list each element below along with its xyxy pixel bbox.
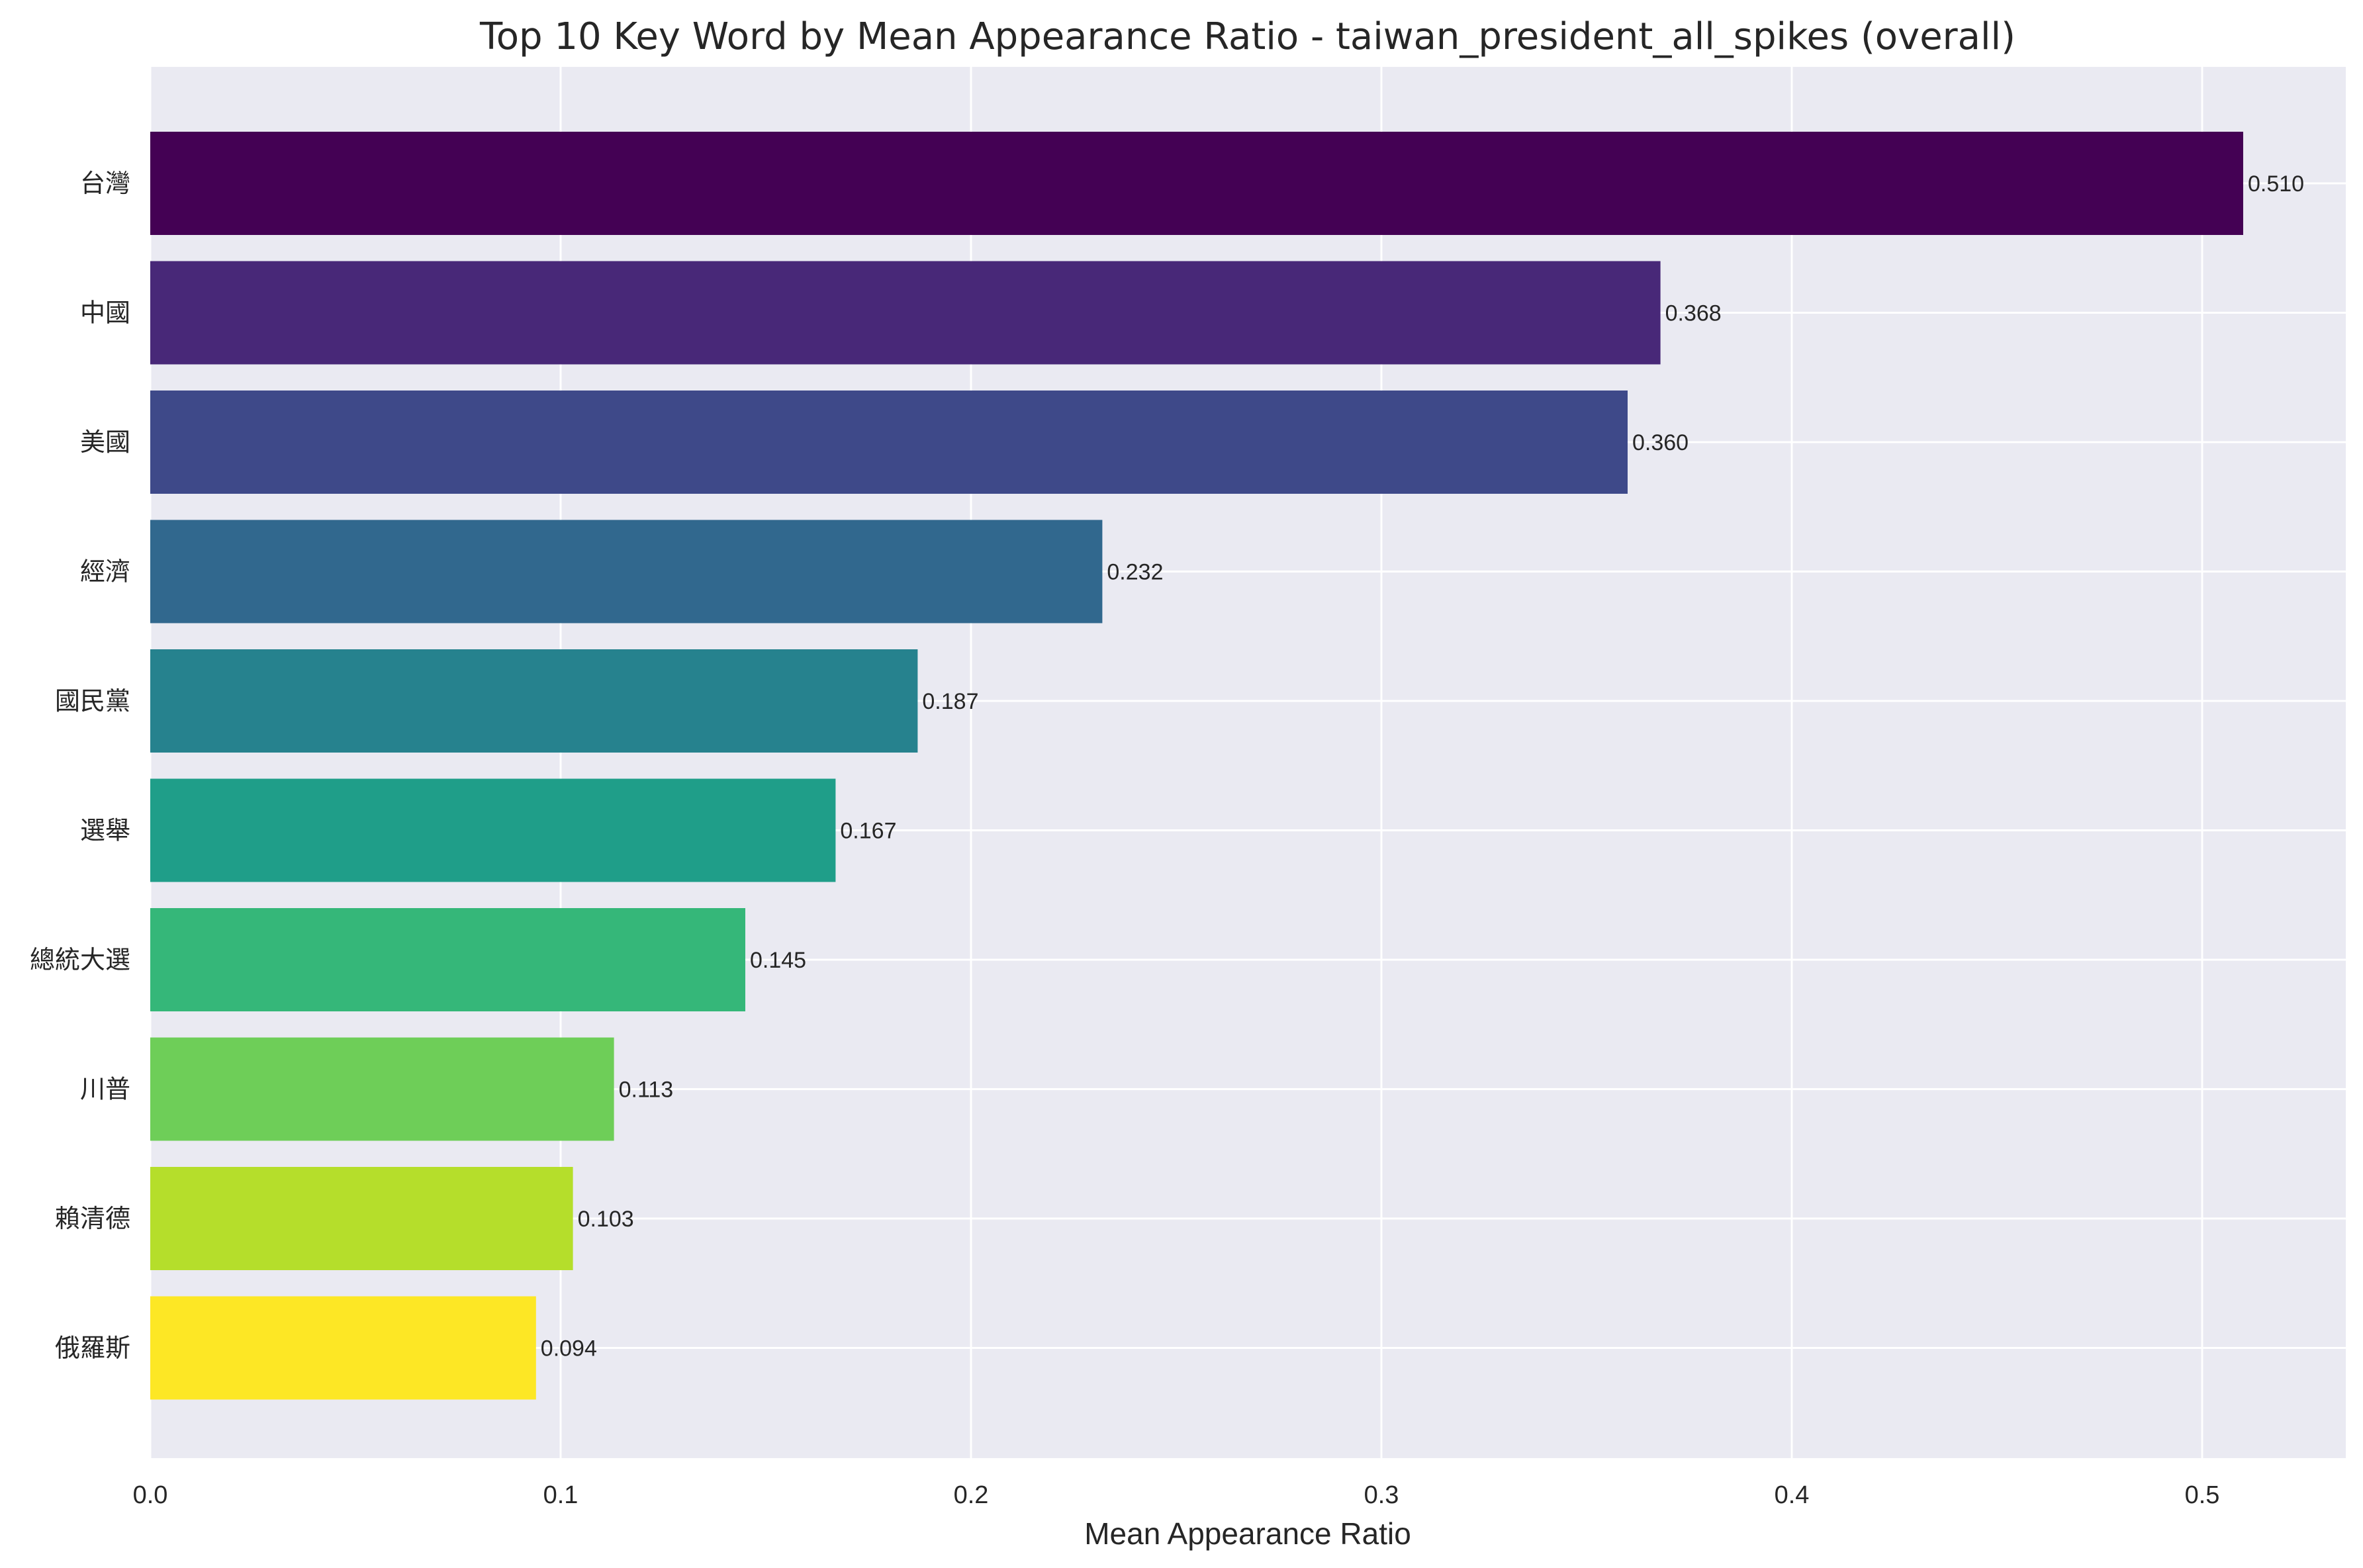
x-tick-label: 0.4: [1775, 1481, 1810, 1509]
value-label: 0.167: [840, 819, 896, 844]
category-label: 總統大選: [30, 945, 130, 974]
bar-10: [150, 1296, 536, 1400]
x-tick-label: 0.2: [954, 1481, 989, 1509]
category-label: 台灣: [80, 169, 130, 198]
category-label: 選舉: [80, 816, 130, 845]
bar-2: [150, 261, 1661, 365]
category-label: 俄羅斯: [55, 1334, 130, 1363]
value-label: 0.187: [922, 689, 978, 714]
category-label: 國民黨: [55, 686, 130, 715]
value-label: 0.113: [619, 1078, 674, 1103]
x-tick-label: 0.1: [543, 1481, 579, 1509]
value-label: 0.145: [750, 948, 806, 973]
category-label: 中國: [80, 299, 130, 328]
value-label: 0.232: [1107, 560, 1163, 585]
x-tick-label: 0.5: [2185, 1481, 2220, 1509]
bar-5: [150, 649, 918, 753]
value-label: 0.368: [1665, 301, 1722, 326]
value-label: 0.510: [2248, 171, 2304, 197]
bar-6: [150, 778, 836, 882]
bar-7: [150, 908, 745, 1011]
value-label: 0.103: [578, 1207, 634, 1232]
value-label: 0.094: [541, 1336, 597, 1361]
bar-9: [150, 1167, 573, 1270]
bar-3: [150, 391, 1628, 494]
chart-title: Top 10 Key Word by Mean Appearance Ratio…: [479, 15, 2016, 58]
category-label: 川普: [80, 1075, 130, 1104]
category-label: 美國: [80, 428, 130, 457]
x-tick-label: 0.0: [133, 1481, 168, 1509]
value-label: 0.360: [1632, 430, 1689, 455]
bar-layer: [150, 132, 2243, 1400]
category-label: 經濟: [80, 557, 130, 586]
x-tick-label: 0.3: [1364, 1481, 1399, 1509]
x-axis-label: Mean Appearance Ratio: [1084, 1516, 1411, 1551]
category-label: 賴清德: [55, 1204, 130, 1233]
bar-8: [150, 1037, 614, 1141]
bar-4: [150, 520, 1103, 623]
label-layer: 0.0 0.1 0.2 0.3 0.4 0.5 台灣 0.510 中國 0.368 美國 0.360 經…: [30, 169, 2304, 1509]
bar-1: [150, 132, 2243, 235]
